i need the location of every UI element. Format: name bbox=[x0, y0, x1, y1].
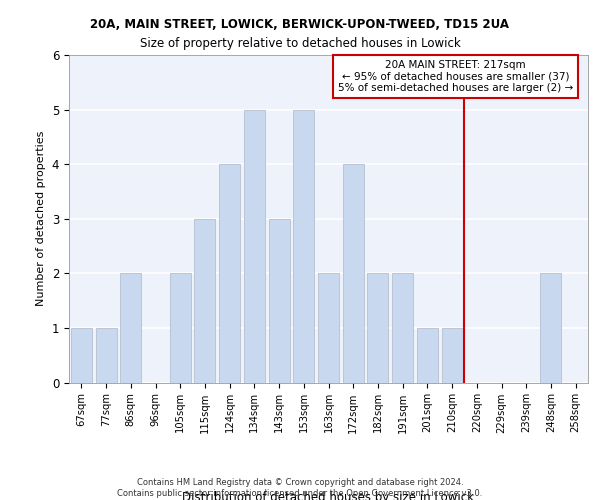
Bar bbox=[194, 219, 215, 382]
Text: Size of property relative to detached houses in Lowick: Size of property relative to detached ho… bbox=[140, 38, 460, 51]
Bar bbox=[541, 274, 562, 382]
Bar bbox=[219, 164, 240, 382]
Text: 20A MAIN STREET: 217sqm
← 95% of detached houses are smaller (37)
5% of semi-det: 20A MAIN STREET: 217sqm ← 95% of detache… bbox=[338, 60, 573, 93]
Bar bbox=[293, 110, 314, 382]
Bar bbox=[71, 328, 92, 382]
Bar bbox=[95, 328, 116, 382]
Bar bbox=[442, 328, 463, 382]
Y-axis label: Number of detached properties: Number of detached properties bbox=[36, 131, 46, 306]
Bar bbox=[392, 274, 413, 382]
Bar bbox=[417, 328, 438, 382]
Bar bbox=[343, 164, 364, 382]
Bar bbox=[170, 274, 191, 382]
Bar bbox=[244, 110, 265, 382]
Text: 20A, MAIN STREET, LOWICK, BERWICK-UPON-TWEED, TD15 2UA: 20A, MAIN STREET, LOWICK, BERWICK-UPON-T… bbox=[91, 18, 509, 30]
Bar bbox=[269, 219, 290, 382]
Bar bbox=[120, 274, 141, 382]
X-axis label: Distribution of detached houses by size in Lowick: Distribution of detached houses by size … bbox=[182, 491, 475, 500]
Bar bbox=[318, 274, 339, 382]
Bar bbox=[367, 274, 388, 382]
Text: Contains HM Land Registry data © Crown copyright and database right 2024.
Contai: Contains HM Land Registry data © Crown c… bbox=[118, 478, 482, 498]
